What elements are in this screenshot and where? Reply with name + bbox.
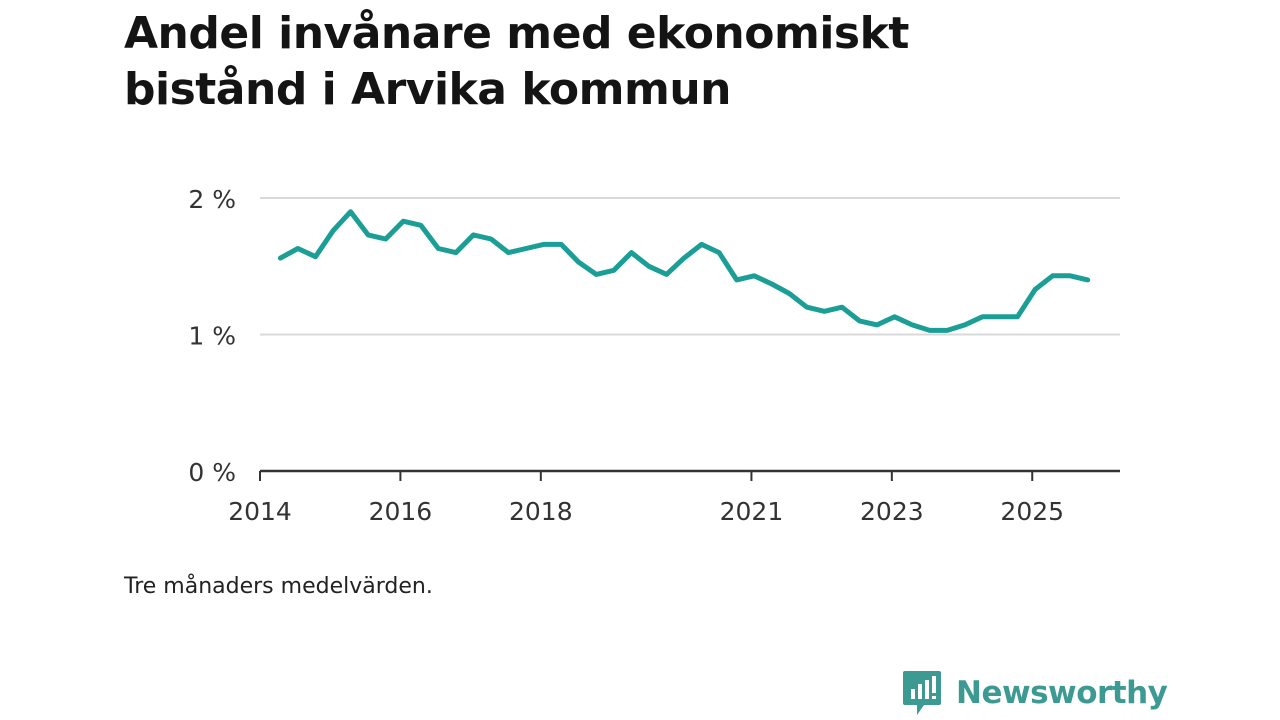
bar-chart-speech-bubble-icon <box>903 671 941 715</box>
x-tick-label: 2023 <box>860 497 924 526</box>
y-tick-label: 2 % <box>188 185 236 214</box>
x-tick-label: 2025 <box>1000 497 1064 526</box>
newsworthy-logo[interactable]: Newsworthy <box>902 668 1168 718</box>
x-tick-label: 2018 <box>509 497 573 526</box>
y-tick-label: 1 % <box>188 322 236 351</box>
x-tick-label: 2021 <box>720 497 784 526</box>
brand-name: Newsworthy <box>956 675 1168 711</box>
series-line <box>277 209 1091 333</box>
x-tick-label: 2014 <box>228 497 292 526</box>
chart-title-line-2: bistånd i Arvika kommun <box>124 64 731 115</box>
chart-footnote: Tre månaders medelvärden. <box>124 574 433 599</box>
y-tick-label: 0 % <box>188 458 236 487</box>
chart-title: Andel invånare med ekonomiskt bistånd i … <box>124 6 1124 118</box>
x-tick-label: 2016 <box>369 497 433 526</box>
chart-title-line-1: Andel invånare med ekonomiskt <box>124 8 909 59</box>
line-chart: 0 % 1 % 2 % 2014 2016 2018 2021 2023 2025 <box>188 185 1120 526</box>
